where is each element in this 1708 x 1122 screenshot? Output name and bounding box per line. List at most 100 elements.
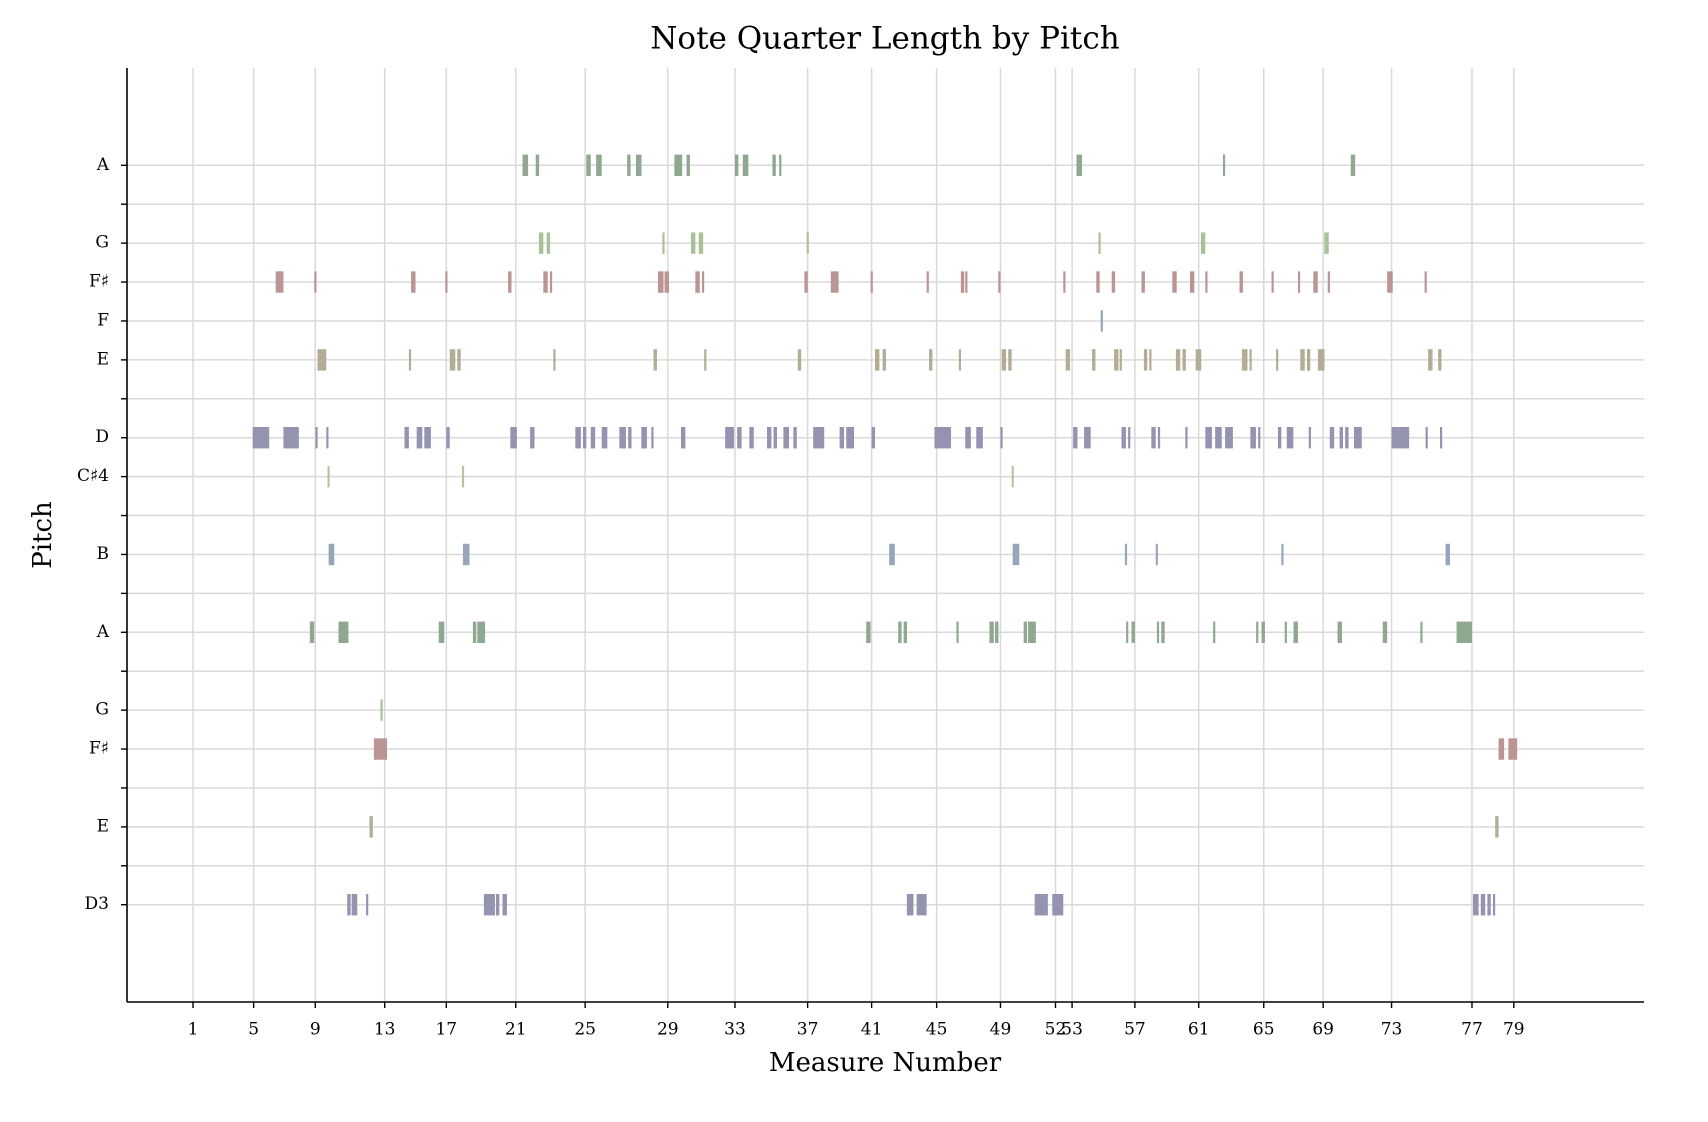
note-bar [690,232,696,254]
note-bar [1092,349,1096,371]
note-bar [1215,427,1222,449]
note-bar [543,271,548,293]
note-bar [1195,349,1202,371]
note-bar [351,894,358,916]
x-tick-label: 17 [435,1020,457,1040]
note-bar [1445,543,1450,566]
note-bar [1222,154,1226,176]
note-bar [1480,894,1486,916]
note-bar [628,427,632,449]
note-bar [1239,271,1243,293]
note-bar [965,271,968,293]
note-bar [1327,271,1330,293]
note-bar [1213,621,1216,643]
note-bar [813,427,825,449]
note-bar [373,738,388,760]
note-bar [1205,271,1208,293]
note-bar [1143,349,1148,371]
note-bar [445,271,448,293]
note-bar [1350,154,1356,176]
note-bar [641,427,647,449]
note-bar [1487,894,1491,916]
note-bar [1353,427,1362,449]
note-bar [1098,232,1101,254]
note-bar [317,349,327,371]
note-bar [1172,271,1177,293]
note-bar [326,427,329,449]
note-bar [1277,427,1282,449]
note-bar [586,154,591,176]
note-bar [1313,271,1318,293]
note-bar [1023,621,1028,643]
note-bar [1308,427,1311,449]
note-bar [1096,271,1100,293]
note-bar [1205,427,1212,449]
x-tick-label: 79 [1503,1020,1525,1040]
note-bar [929,349,933,371]
note-bar [989,621,994,643]
note-bar [1345,427,1349,449]
note-bar [839,427,845,449]
note-bar [1420,621,1423,643]
note-bar [995,621,999,643]
x-tick-label: 33 [724,1020,746,1040]
note-bar [1306,349,1311,371]
note-bar [1034,894,1044,916]
note-bar [1339,427,1343,449]
note-bar [965,427,971,449]
note-bar [627,154,631,176]
x-tick-label: 49 [990,1020,1012,1040]
note-bar [898,621,902,643]
y-tick-label: D [95,427,109,447]
note-bar [698,232,704,254]
bars [252,154,1518,916]
note-bar [1456,621,1472,643]
note-bar [1182,349,1186,371]
note-bar [1149,349,1152,371]
note-bar [1329,427,1335,449]
note-bar [1324,232,1329,254]
note-bar [1200,232,1206,254]
x-tick-label: 29 [657,1020,679,1040]
note-bar [653,349,657,371]
note-bar [590,427,596,449]
note-bar [416,427,423,449]
note-bar [956,621,959,643]
note-bar [674,154,683,176]
grid [127,68,1644,1002]
note-bar [662,232,665,254]
note-bar [773,427,777,449]
y-tick-label: G [95,233,109,253]
note-bar [538,232,544,254]
note-bar [701,271,705,293]
note-bar [446,427,450,449]
x-tick-label: 69 [1312,1020,1334,1040]
note-bar [438,621,445,643]
note-bar [508,271,512,293]
note-bar [510,427,517,449]
note-bar [380,699,383,721]
y-tick-label: G [95,700,109,720]
y-tick-label: E [97,349,109,369]
note-bar [1439,427,1443,449]
note-bar [411,271,416,293]
y-tick-label: F♯ [89,739,109,759]
x-tick-label: 45 [926,1020,948,1040]
y-tick-label: A [96,155,110,175]
note-bar [976,427,983,449]
note-bar [1249,349,1252,371]
note-bar [806,232,809,254]
note-bar [1300,349,1305,371]
note-bar [328,543,335,566]
note-bar [1424,271,1427,293]
note-bar [461,465,465,488]
note-bar [1028,621,1036,643]
note-bar [1472,894,1479,916]
note-bar [1256,621,1259,643]
note-bar [530,427,535,449]
note-bar [830,271,839,293]
x-tick-label: 1 [188,1020,199,1040]
note-bar [1124,543,1128,566]
note-bar [1076,154,1083,176]
x-tick-label: 41 [861,1020,883,1040]
